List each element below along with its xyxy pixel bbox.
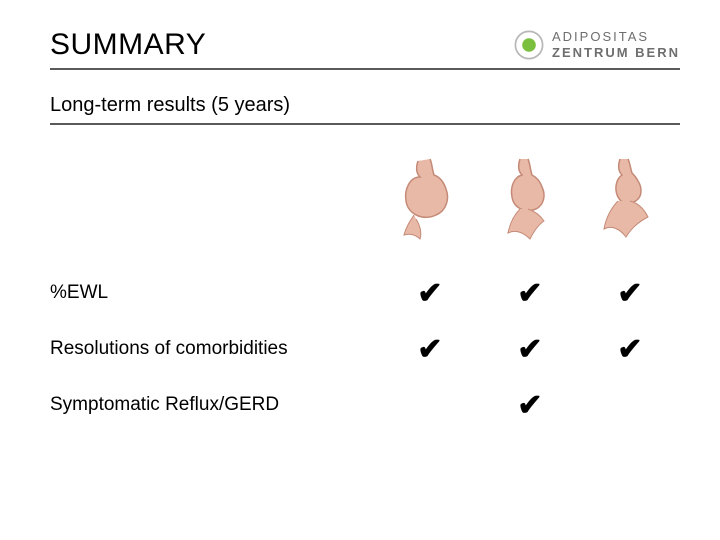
check-cell: ✔	[380, 276, 480, 311]
title-divider	[50, 68, 680, 70]
row-label: Symptomatic Reflux/GERD	[50, 394, 380, 416]
table-row: Symptomatic Reflux/GERD ✔	[50, 377, 680, 433]
check-cell: ✔	[580, 276, 680, 311]
stomach-icon	[390, 155, 470, 245]
procedure-image-3	[580, 155, 680, 245]
slide: SUMMARY ADIPOSITAS ZENTRUM BERN Long-ter…	[0, 0, 720, 540]
row-label: %EWL	[50, 282, 380, 304]
logo-text: ADIPOSITAS ZENTRUM BERN	[552, 29, 680, 60]
row-label: Resolutions of comorbidities	[50, 338, 380, 360]
subtitle: Long-term results (5 years)	[50, 94, 680, 117]
logo-inner-dot	[522, 38, 536, 52]
check-cell: ✔	[480, 276, 580, 311]
check-cell: ✔	[480, 332, 580, 367]
table-row: Resolutions of comorbidities ✔ ✔ ✔	[50, 321, 680, 377]
header-row: SUMMARY ADIPOSITAS ZENTRUM BERN	[50, 28, 680, 62]
procedure-image-1	[380, 155, 480, 245]
stomach-icon	[590, 155, 670, 245]
logo-line1: ADIPOSITAS	[552, 29, 680, 45]
procedure-image-2	[480, 155, 580, 245]
stomach-shape	[406, 159, 448, 217]
content: %EWL ✔ ✔ ✔ Resolutions of comorbidities …	[50, 145, 680, 433]
check-cell: ✔	[380, 332, 480, 367]
logo-mark-icon	[512, 28, 546, 62]
check-cell: ✔	[580, 332, 680, 367]
results-table: %EWL ✔ ✔ ✔ Resolutions of comorbidities …	[50, 265, 680, 433]
logo: ADIPOSITAS ZENTRUM BERN	[512, 28, 680, 62]
subtitle-divider	[50, 123, 680, 125]
check-cell: ✔	[480, 388, 580, 423]
image-row	[50, 145, 680, 255]
page-title: SUMMARY	[50, 28, 206, 62]
table-row: %EWL ✔ ✔ ✔	[50, 265, 680, 321]
stomach-icon	[490, 155, 570, 245]
logo-line2: ZENTRUM BERN	[552, 45, 680, 61]
